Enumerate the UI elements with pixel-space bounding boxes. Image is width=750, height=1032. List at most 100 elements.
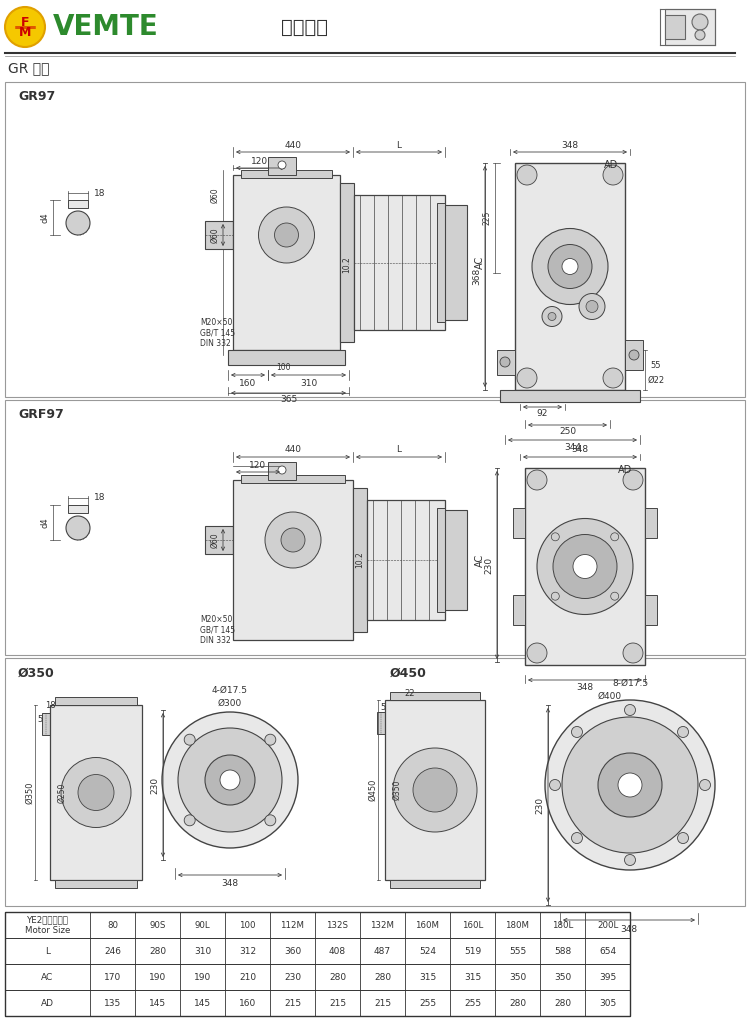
Text: 588: 588 <box>554 946 572 956</box>
Circle shape <box>265 815 276 826</box>
Bar <box>228 350 345 365</box>
Text: 200L: 200L <box>597 921 618 930</box>
Bar <box>55 880 137 888</box>
Text: AD: AD <box>604 160 618 170</box>
Bar <box>340 183 354 342</box>
Text: Ø450: Ø450 <box>368 779 377 801</box>
Text: 190: 190 <box>148 972 166 981</box>
Text: AD: AD <box>618 465 632 475</box>
Text: 160: 160 <box>238 999 256 1007</box>
Text: 348: 348 <box>620 926 638 935</box>
Text: 100: 100 <box>239 921 256 930</box>
Text: 312: 312 <box>239 946 256 956</box>
Text: 280: 280 <box>329 972 346 981</box>
Text: Ø60: Ø60 <box>211 533 220 548</box>
Circle shape <box>265 512 321 568</box>
Circle shape <box>551 533 560 541</box>
Text: 145: 145 <box>149 999 166 1007</box>
Text: 132M: 132M <box>370 921 394 930</box>
Bar <box>68 200 88 208</box>
Text: d4: d4 <box>40 518 50 528</box>
Circle shape <box>532 228 608 304</box>
Text: 519: 519 <box>464 946 482 956</box>
Bar <box>268 157 296 175</box>
Text: L: L <box>45 946 50 956</box>
Circle shape <box>553 535 617 599</box>
Text: 180M: 180M <box>506 921 530 930</box>
Bar <box>437 203 445 322</box>
Text: 524: 524 <box>419 946 436 956</box>
Text: 8-Ø17.5: 8-Ø17.5 <box>612 678 648 687</box>
Text: 80: 80 <box>107 921 118 930</box>
Text: 160: 160 <box>239 379 256 387</box>
Circle shape <box>586 300 598 313</box>
Text: 368: 368 <box>472 268 482 285</box>
Circle shape <box>393 748 477 832</box>
Text: 280: 280 <box>374 972 391 981</box>
Bar <box>645 508 657 538</box>
Text: 4-Ø17.5: 4-Ø17.5 <box>212 685 248 695</box>
Text: 215: 215 <box>329 999 346 1007</box>
Text: 350: 350 <box>509 972 526 981</box>
Circle shape <box>629 350 639 360</box>
Text: 440: 440 <box>284 140 302 150</box>
Text: 344: 344 <box>564 443 581 452</box>
Text: GR 系列: GR 系列 <box>8 61 50 75</box>
Circle shape <box>700 779 710 791</box>
Circle shape <box>537 518 633 614</box>
Text: Ø60: Ø60 <box>211 187 220 203</box>
Text: GR97: GR97 <box>18 91 56 103</box>
Circle shape <box>178 728 282 832</box>
Text: 18: 18 <box>45 701 56 710</box>
Text: 230: 230 <box>484 556 494 574</box>
Text: 170: 170 <box>104 972 122 981</box>
Bar <box>385 700 485 880</box>
Bar <box>353 488 367 632</box>
Circle shape <box>573 554 597 579</box>
Text: 55: 55 <box>650 360 661 369</box>
Circle shape <box>579 293 605 320</box>
Bar <box>515 163 625 390</box>
Circle shape <box>695 30 705 40</box>
Circle shape <box>623 643 643 663</box>
Text: 145: 145 <box>194 999 211 1007</box>
Bar <box>497 350 515 375</box>
Text: 280: 280 <box>149 946 166 956</box>
Text: 360: 360 <box>284 946 301 956</box>
Bar <box>241 170 332 178</box>
Bar <box>50 705 142 880</box>
Bar <box>233 480 353 640</box>
Text: Ø350: Ø350 <box>26 781 34 804</box>
Text: 160M: 160M <box>416 921 440 930</box>
Text: 135: 135 <box>104 999 122 1007</box>
Circle shape <box>259 207 314 263</box>
Bar <box>205 526 233 554</box>
Text: 5: 5 <box>380 704 386 712</box>
Bar <box>233 175 340 350</box>
Text: 348: 348 <box>577 682 593 691</box>
Bar <box>377 712 385 734</box>
Text: 230: 230 <box>151 776 160 794</box>
Text: 5: 5 <box>38 715 43 724</box>
Text: 408: 408 <box>329 946 346 956</box>
Text: 92: 92 <box>536 410 548 419</box>
Text: 654: 654 <box>599 946 616 956</box>
Bar <box>513 508 525 538</box>
Text: 315: 315 <box>419 972 436 981</box>
Text: 120: 120 <box>250 460 266 470</box>
Text: 215: 215 <box>284 999 301 1007</box>
Bar <box>437 508 445 612</box>
Text: d4: d4 <box>40 213 50 223</box>
Circle shape <box>61 757 131 828</box>
Bar <box>367 499 445 620</box>
Circle shape <box>66 211 90 235</box>
Circle shape <box>5 7 45 47</box>
Text: 100: 100 <box>276 362 290 372</box>
Bar <box>42 713 50 735</box>
Circle shape <box>550 779 560 791</box>
Text: 160L: 160L <box>462 921 483 930</box>
Text: AC: AC <box>475 256 485 269</box>
Text: F: F <box>21 15 29 29</box>
Circle shape <box>184 815 195 826</box>
Text: 255: 255 <box>419 999 436 1007</box>
